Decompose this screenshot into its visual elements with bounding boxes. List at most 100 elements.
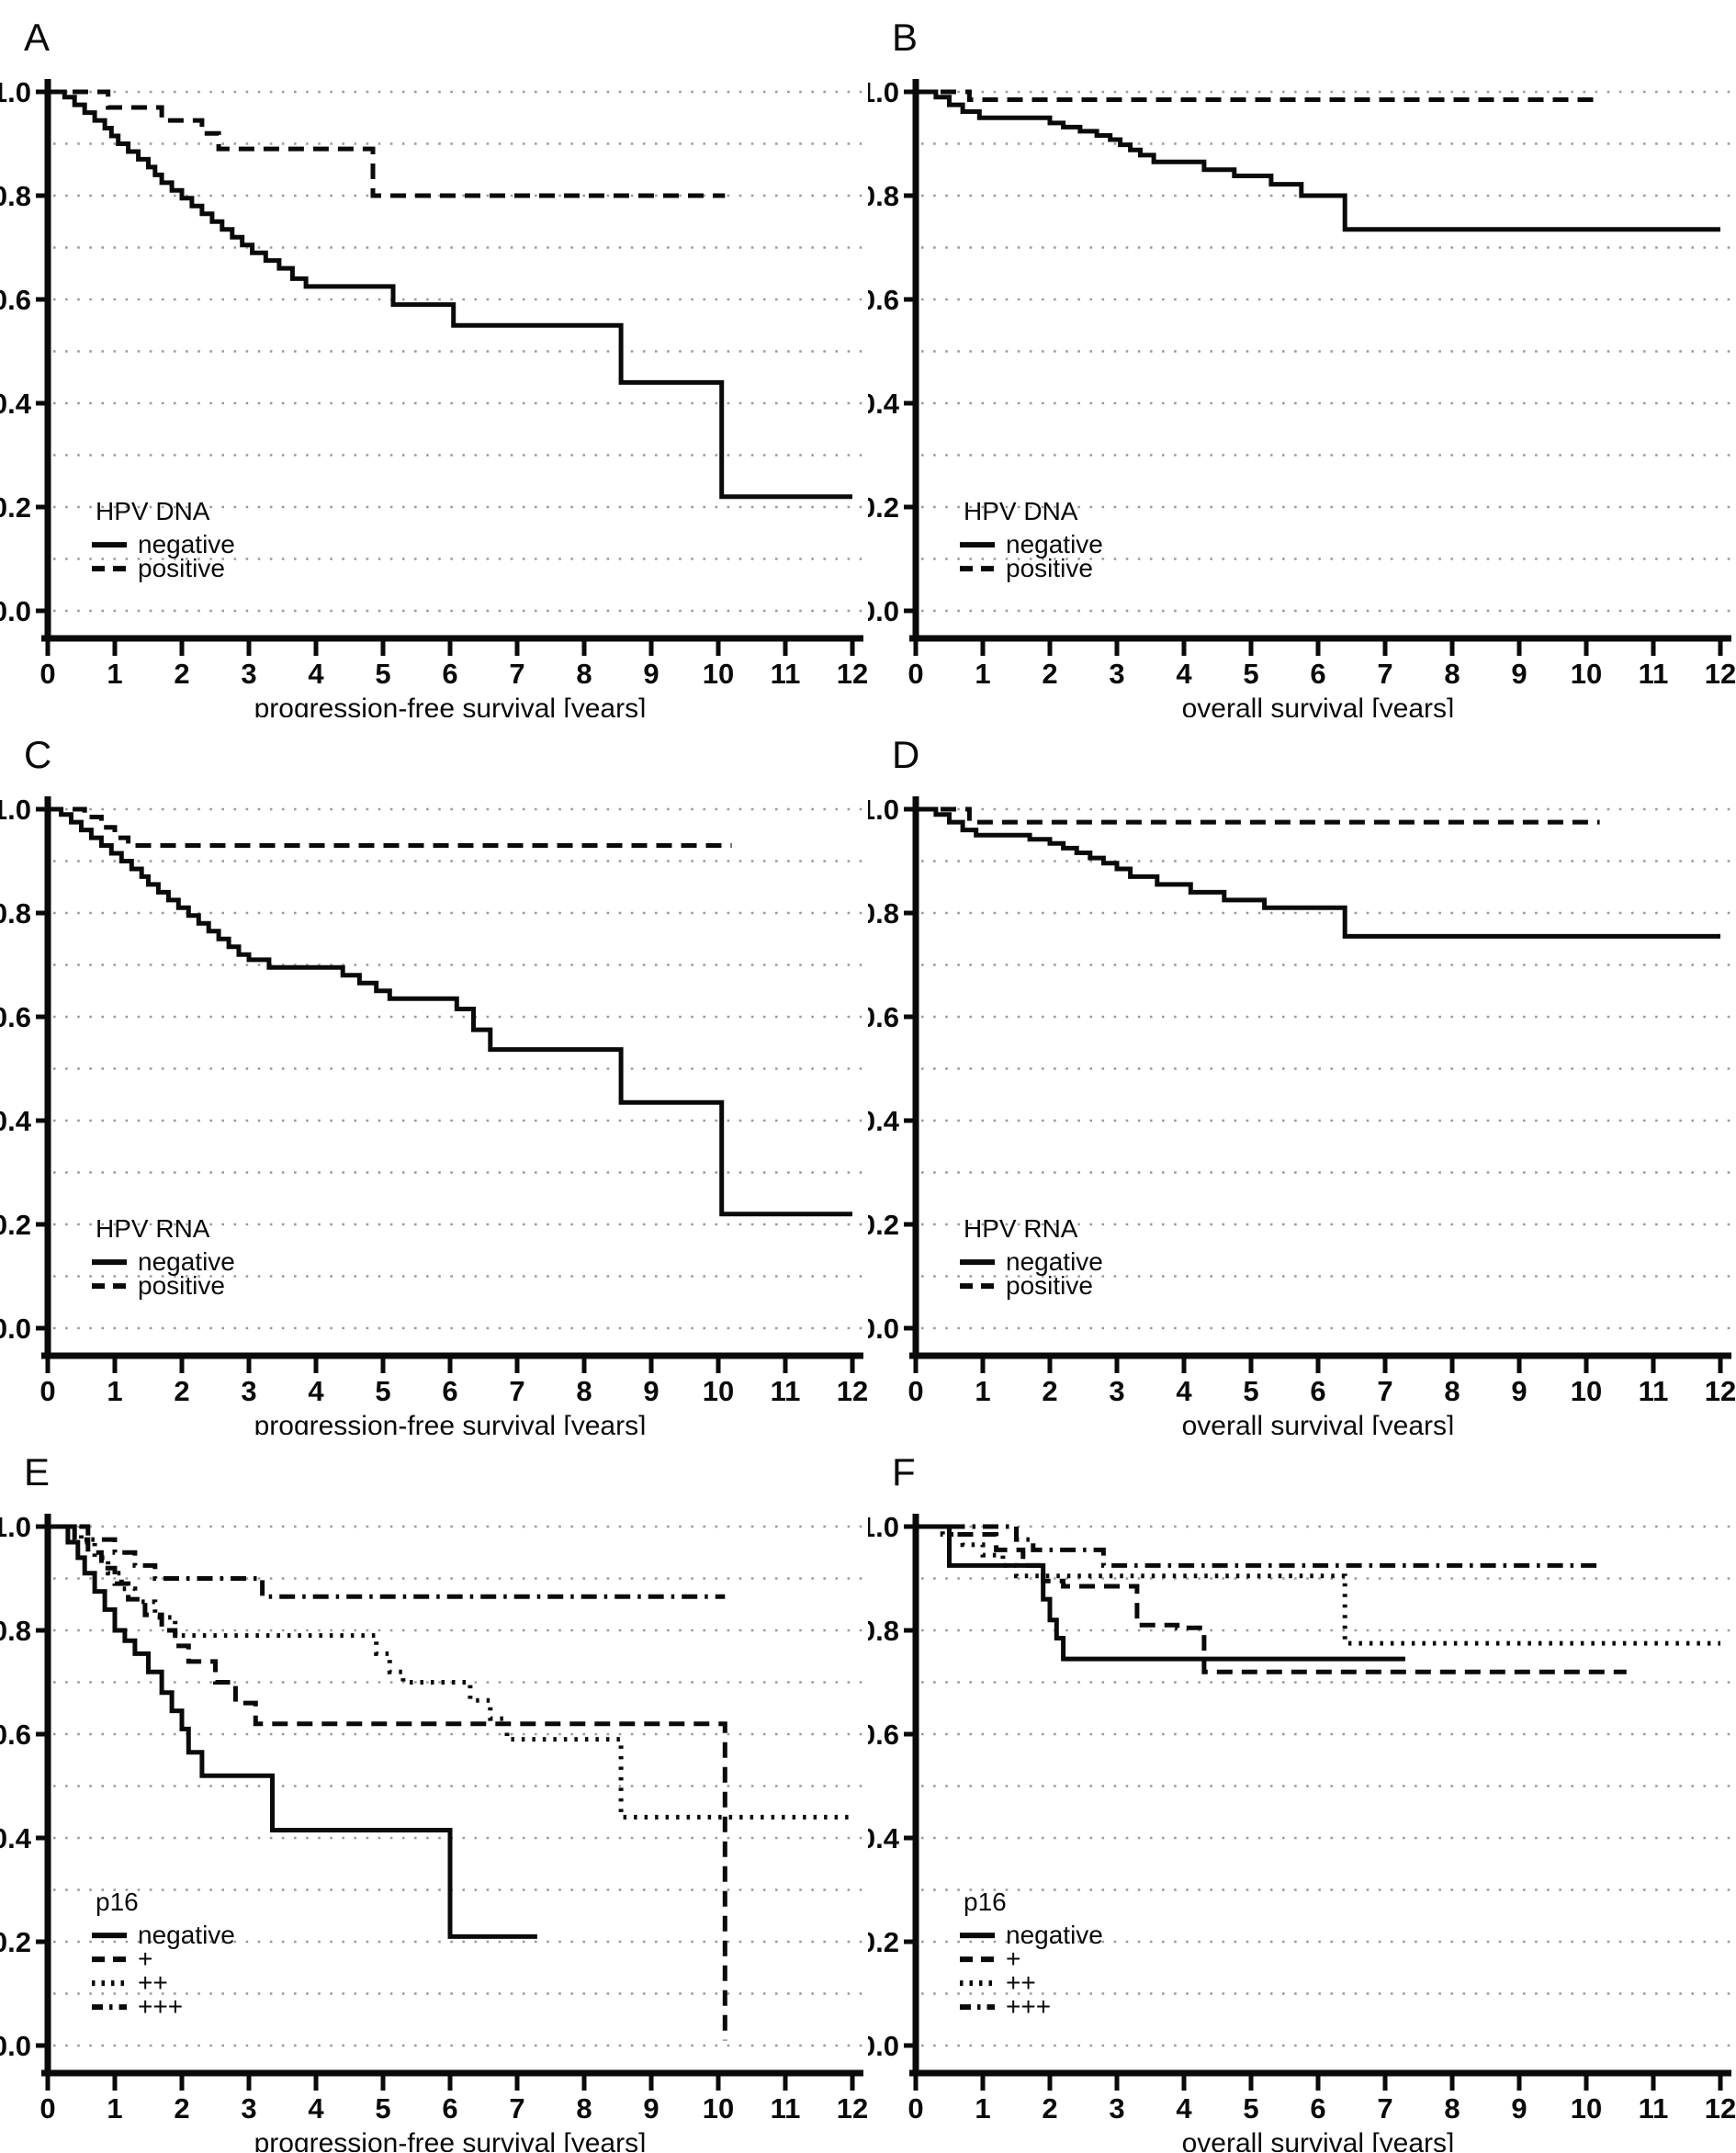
y-tick-label: 0.8 <box>0 1615 31 1647</box>
panel-letter: C <box>24 733 51 776</box>
x-tick-label: 2 <box>174 658 189 690</box>
x-tick-label: 2 <box>1042 1375 1057 1407</box>
x-tick-label: 3 <box>241 658 256 690</box>
legend-entry-label: positive <box>138 554 225 582</box>
survival-curves <box>48 806 852 1217</box>
km-panel-F: 0.00.20.40.60.81.00123456789101112overal… <box>868 1435 1736 2152</box>
x-axis-label: progression-free survival [years] <box>254 1411 647 1435</box>
x-tick-label: 3 <box>241 1375 256 1407</box>
x-tick-label: 4 <box>308 2092 324 2125</box>
gridlines <box>921 1525 1731 2047</box>
km-panel-A: 0.00.20.40.60.81.00123456789101112progre… <box>0 0 868 717</box>
x-tick-label: 3 <box>241 2092 256 2125</box>
y-tick-label: 1.0 <box>0 794 31 826</box>
x-tick-label: 5 <box>1243 1375 1258 1407</box>
x-tick-label: 11 <box>1639 2092 1669 2125</box>
x-tick-label: 12 <box>1705 2092 1736 2125</box>
x-tick-label: 6 <box>442 658 457 690</box>
x-axis-ticks: 0 1 2 3 4 5 6 7 8 9 10 11 12 <box>39 641 868 690</box>
curve-E-+++ <box>48 1524 726 1599</box>
y-tick-label: 0.0 <box>0 2030 31 2062</box>
gridlines <box>921 807 1731 1330</box>
x-tick-label: 5 <box>1243 2092 1258 2125</box>
x-tick-label: 10 <box>703 658 734 690</box>
panel-C-chart: 0.00.20.40.60.81.00123456789101112progre… <box>0 717 868 1435</box>
x-axis-ticks: 0 1 2 3 4 5 6 7 8 9 10 11 12 <box>907 1358 1736 1407</box>
panel-background <box>0 1435 868 2152</box>
panel-A-chart: 0.00.20.40.60.81.00123456789101112progre… <box>0 0 868 717</box>
y-axis-ticks: 0.0 0.2 0.4 0.6 0.8 1.0 <box>868 1511 916 2062</box>
survival-curves <box>916 806 1720 939</box>
curve-D-negative <box>916 806 1720 939</box>
legend-title: HPV RNA <box>96 1214 210 1243</box>
y-axis-ticks: 0.0 0.2 0.4 0.6 0.8 1.0 <box>0 794 48 1345</box>
y-tick-label: 1.0 <box>868 76 899 108</box>
x-tick-label: 7 <box>1377 1375 1392 1407</box>
legend-entry-label: negative <box>138 1247 235 1276</box>
x-tick-label: 11 <box>1639 658 1669 690</box>
x-tick-label: 8 <box>576 658 592 690</box>
x-tick-label: 11 <box>771 1375 801 1407</box>
panel-background <box>0 717 868 1435</box>
y-tick-label: 0.4 <box>868 1105 900 1137</box>
y-tick-label: 0.4 <box>0 1822 32 1854</box>
legend-entry-label: + <box>138 1944 152 1973</box>
curve-F-negative <box>916 1524 1405 1662</box>
x-tick-label: 4 <box>1176 1375 1192 1407</box>
x-tick-label: 10 <box>1571 1375 1602 1407</box>
curve-F-+ <box>916 1524 1627 1674</box>
x-tick-label: 2 <box>174 1375 189 1407</box>
x-tick-label: 1 <box>975 2092 990 2125</box>
legend-entry-label: negative <box>138 1921 235 1949</box>
x-tick-label: 10 <box>1571 658 1602 690</box>
x-tick-label: 6 <box>442 1375 457 1407</box>
y-tick-label: 0.6 <box>0 284 31 316</box>
y-tick-label: 0.8 <box>0 897 31 930</box>
panel-background <box>868 1435 1736 2152</box>
panel-background <box>0 0 868 717</box>
x-axis-ticks: 0 1 2 3 4 5 6 7 8 9 10 11 12 <box>907 641 1736 690</box>
y-axis-ticks: 0.0 0.2 0.4 0.6 0.8 1.0 <box>868 794 916 1345</box>
y-tick-label: 0.2 <box>868 1209 899 1241</box>
legend-entry-label: negative <box>138 530 235 558</box>
x-tick-label: 7 <box>1377 658 1392 690</box>
panel-F-chart: 0.00.20.40.60.81.00123456789101112overal… <box>868 1435 1736 2152</box>
y-tick-label: 0.6 <box>868 1719 899 1751</box>
x-tick-label: 1 <box>107 658 122 690</box>
panel-background <box>868 717 1736 1435</box>
x-tick-label: 12 <box>1705 1375 1736 1407</box>
x-axis-ticks: 0 1 2 3 4 5 6 7 8 9 10 11 12 <box>907 2076 1736 2125</box>
legend-entry-label: ++ <box>138 1968 168 1997</box>
x-tick-label: 0 <box>907 1375 923 1407</box>
x-tick-label: 2 <box>1042 2092 1057 2125</box>
x-axis-label: overall survival [years] <box>1182 2128 1455 2152</box>
x-tick-label: 9 <box>1511 2092 1527 2125</box>
x-tick-label: 8 <box>576 2092 592 2125</box>
y-tick-label: 0.4 <box>0 388 32 420</box>
x-tick-label: 8 <box>1444 1375 1460 1407</box>
x-tick-label: 8 <box>1444 658 1460 690</box>
x-tick-label: 8 <box>576 1375 592 1407</box>
legend-entry-label: +++ <box>138 1992 183 2021</box>
y-tick-label: 0.2 <box>868 491 899 524</box>
x-axis-ticks: 0 1 2 3 4 5 6 7 8 9 10 11 12 <box>39 2076 868 2125</box>
y-tick-label: 0.0 <box>868 595 899 627</box>
y-tick-label: 1.0 <box>0 1511 31 1543</box>
x-tick-label: 5 <box>375 658 390 690</box>
curve-D-positive <box>916 806 1600 825</box>
legend-entry-label: + <box>1006 1944 1020 1973</box>
km-panel-C: 0.00.20.40.60.81.00123456789101112progre… <box>0 717 868 1435</box>
gridlines <box>53 1525 863 2047</box>
y-tick-label: 0.0 <box>868 1313 899 1345</box>
x-tick-label: 12 <box>837 658 868 690</box>
legend-entry-label: positive <box>138 1271 225 1300</box>
y-tick-label: 0.6 <box>868 1001 899 1033</box>
curve-A-negative <box>48 89 852 500</box>
x-tick-label: 10 <box>703 2092 734 2125</box>
x-tick-label: 12 <box>837 1375 868 1407</box>
x-tick-label: 3 <box>1109 1375 1124 1407</box>
